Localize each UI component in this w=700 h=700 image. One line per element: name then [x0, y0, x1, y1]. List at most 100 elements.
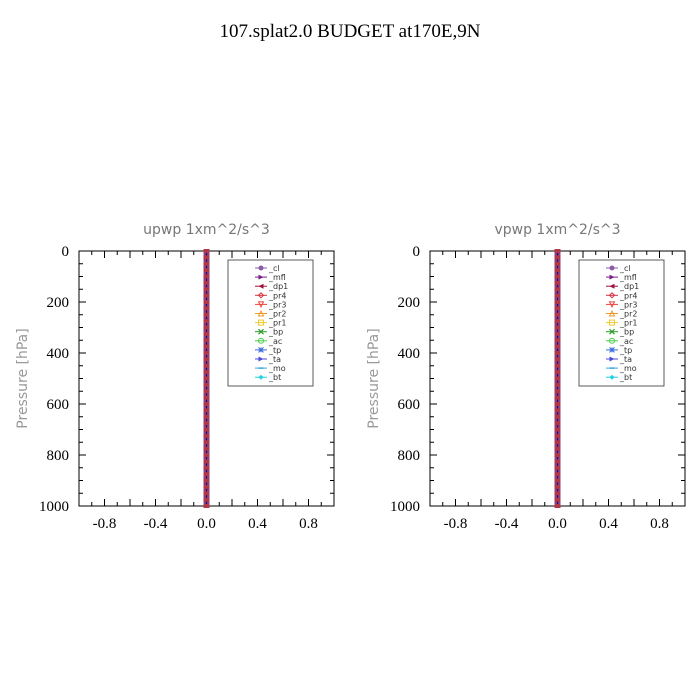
series-point	[203, 472, 210, 477]
series-point	[554, 261, 561, 266]
legend-item: _cl	[255, 264, 280, 273]
x-tick-label: 0.0	[548, 516, 567, 532]
legend-label: _bt	[268, 373, 281, 382]
series-point	[554, 421, 561, 426]
series-point	[203, 249, 210, 253]
series-point	[554, 504, 561, 508]
series-point	[203, 268, 210, 273]
x-tick-label: 0.4	[248, 516, 267, 532]
subplot-title: vpwp 1xm^2/s^3	[494, 222, 620, 238]
y-tick-label: 600	[47, 397, 70, 413]
legend-marker	[258, 265, 264, 271]
legend-label: _pr1	[268, 319, 286, 328]
series-point	[203, 446, 210, 451]
x-tick-label: -0.4	[144, 516, 168, 532]
series-point	[554, 331, 561, 336]
legend-marker	[609, 319, 615, 326]
series-point	[554, 300, 561, 304]
series-point	[554, 293, 561, 298]
series-point	[203, 344, 210, 349]
legend: _cl_mfl_dp1_pr4_pr3_pr2_pr1_bp_ac_tp_ta_…	[227, 259, 314, 387]
series-point	[554, 395, 561, 400]
page-title: 107.splat2.0 BUDGET at170E,9N	[219, 21, 481, 42]
legend-item: _dp1	[255, 282, 288, 291]
series-point	[203, 478, 210, 483]
y-tick-label: 0	[413, 244, 421, 260]
legend-marker	[609, 265, 615, 271]
series-point	[554, 357, 561, 362]
legend-item: _mo	[606, 364, 637, 373]
legend-item: _tp	[606, 346, 632, 355]
legend-marker	[608, 301, 616, 309]
legend-marker	[608, 309, 616, 317]
y-tick-label: 0	[62, 244, 70, 260]
legend-item: _bt	[606, 373, 632, 382]
legend-label: _dp1	[619, 282, 639, 291]
legend-item: _ac	[255, 337, 282, 346]
subplot-title: upwp 1xm^2/s^3	[143, 222, 270, 238]
series-point	[554, 325, 561, 330]
legend-marker	[258, 274, 264, 280]
legend-marker	[608, 292, 616, 299]
x-tick-label: -0.8	[93, 516, 117, 532]
series-point	[203, 325, 210, 330]
legend-item: _tp	[255, 346, 281, 355]
series-point	[554, 344, 561, 349]
legend-label: _mfl	[268, 273, 286, 282]
series-point	[554, 491, 561, 496]
legend-marker	[257, 301, 265, 309]
series-point	[554, 459, 561, 464]
legend-item: _pr1	[255, 319, 286, 328]
legend-item: _mo	[255, 364, 286, 373]
legend-marker	[609, 356, 615, 362]
series-point	[554, 408, 561, 413]
series-point	[203, 363, 210, 368]
legend-item: _ta	[606, 355, 632, 364]
legend-item: _pr3	[255, 300, 286, 309]
y-tick-label: 400	[398, 346, 421, 362]
series-point	[203, 440, 210, 445]
legend-label: _pr2	[619, 310, 637, 319]
y-tick-label: 400	[47, 346, 70, 362]
legend-item: _pr2	[255, 310, 286, 319]
series-point	[203, 331, 210, 336]
y-tick-label: 200	[47, 295, 70, 311]
y-axis-label: Pressure [hPa]	[366, 328, 382, 428]
legend: _cl_mfl_dp1_pr4_pr3_pr2_pr1_bp_ac_tp_ta_…	[578, 259, 665, 387]
legend-label: _pr3	[268, 300, 286, 309]
legend-marker	[609, 337, 615, 344]
legend-label: _pr2	[268, 310, 286, 319]
series-point	[203, 433, 210, 438]
legend-marker	[258, 283, 264, 289]
series-point	[203, 319, 210, 324]
series-point	[203, 421, 210, 426]
series-point	[554, 255, 561, 260]
legend-marker	[609, 274, 615, 280]
series-point	[554, 312, 561, 317]
x-tick-label: 0.0	[197, 516, 216, 532]
x-tick-label: 0.8	[299, 516, 318, 532]
legend-box	[227, 259, 314, 387]
legend-label: _cl	[619, 264, 631, 273]
series-point	[554, 427, 561, 432]
legend-label: _mfl	[619, 273, 637, 282]
legend-item: _ac	[606, 337, 633, 346]
series-point	[203, 459, 210, 464]
series-point	[203, 312, 210, 317]
series-point	[554, 306, 561, 311]
series-point	[554, 497, 561, 502]
series-point	[203, 357, 210, 362]
series-point	[554, 433, 561, 438]
legend-label: _tp	[268, 346, 281, 355]
series-point	[203, 427, 210, 432]
legend-label: _ta	[619, 355, 632, 364]
series-point	[203, 351, 210, 355]
series-point	[554, 319, 561, 324]
series-point	[554, 440, 561, 445]
legend-marker	[609, 347, 615, 353]
legend-label: _ta	[268, 355, 281, 364]
legend-item: _dp1	[606, 282, 639, 291]
series-point	[203, 408, 210, 413]
y-tick-label: 600	[398, 397, 421, 413]
